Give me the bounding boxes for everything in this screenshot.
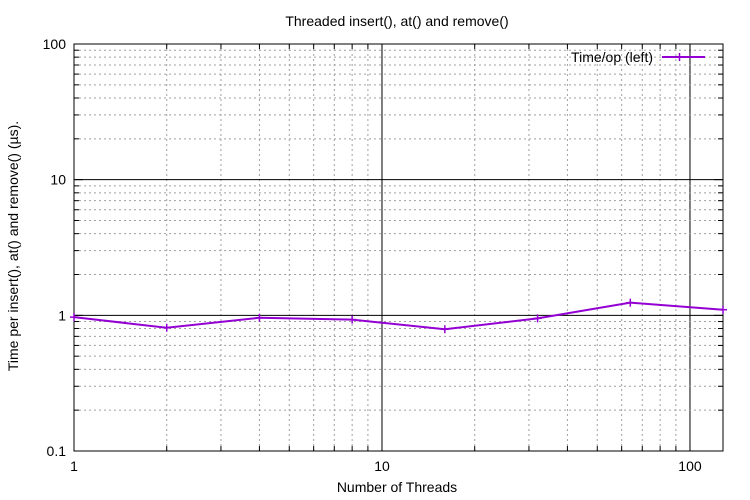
series-line [73, 301, 724, 331]
data-point [162, 323, 171, 332]
legend: Time/op (left) [571, 49, 705, 65]
y-axis-label: Time per insert(), at() and remove() (µs… [5, 121, 21, 371]
grid [73, 44, 723, 452]
y-tick-label: 0.1 [47, 443, 67, 459]
x-tick-label: 100 [678, 458, 702, 474]
y-tick-label: 10 [50, 172, 66, 188]
data-point [440, 325, 449, 334]
y-tick-label: 1 [58, 307, 66, 323]
series-layer [70, 298, 727, 334]
x-tick-label: 1 [70, 458, 78, 474]
axes [73, 43, 724, 452]
plot-border [73, 43, 724, 452]
x-tick-label: 10 [374, 458, 390, 474]
data-point [70, 313, 78, 322]
chart-title: Threaded insert(), at() and remove() [285, 13, 508, 29]
data-point [348, 315, 357, 324]
legend-label: Time/op (left) [571, 49, 653, 65]
data-point [533, 314, 542, 323]
x-axis-label: Number of Threads [337, 479, 457, 495]
data-point [626, 298, 635, 307]
y-tick-label: 100 [43, 36, 67, 52]
data-point [719, 305, 727, 314]
data-point [255, 313, 264, 322]
